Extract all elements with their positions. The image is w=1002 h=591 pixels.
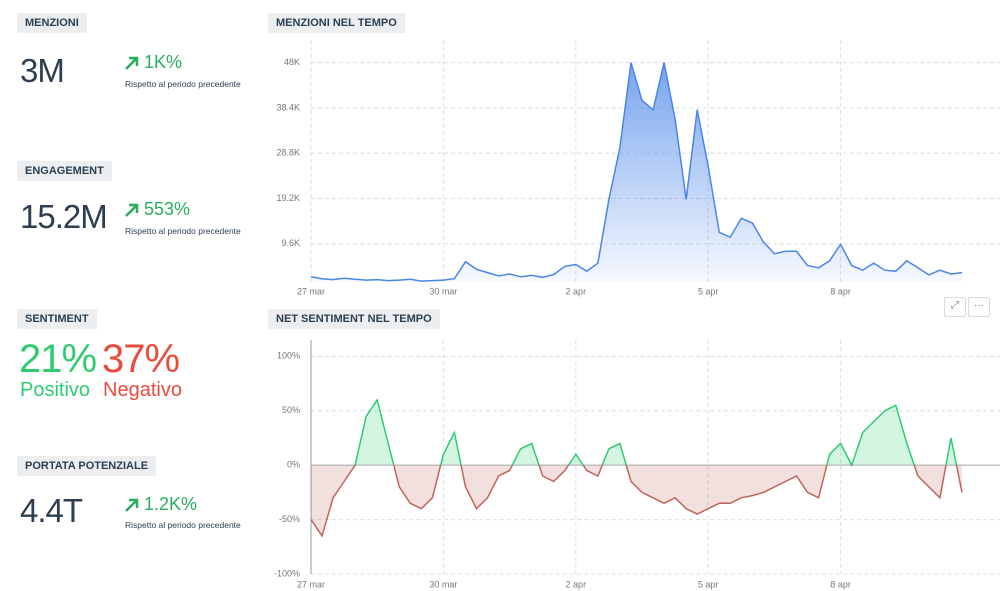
- x-tick-label: 27 mar: [297, 579, 325, 589]
- section-label: SENTIMENT: [17, 309, 97, 329]
- metric-value: 3M: [20, 52, 65, 89]
- x-tick-label: 5 apr: [698, 579, 719, 589]
- y-tick-label: 28.8K: [276, 148, 300, 158]
- metric-change: 1.2K%: [124, 494, 197, 515]
- y-tick-label: 0%: [287, 460, 300, 470]
- change-text: 1.2K%: [144, 494, 198, 514]
- x-tick-label: 27 mar: [297, 286, 325, 296]
- section-label: MENZIONI: [17, 13, 87, 33]
- metric-note: Rispetto al periodo precedente: [125, 226, 241, 236]
- y-tick-label: 19.2K: [276, 193, 300, 203]
- change-text: 1K%: [144, 52, 183, 72]
- y-tick-label: 100%: [277, 351, 300, 361]
- x-tick-label: 2 apr: [566, 579, 587, 589]
- line-above: [354, 398, 958, 466]
- section-label: ENGAGEMENT: [17, 161, 112, 181]
- y-tick-label: 50%: [282, 405, 300, 415]
- chart-title: NET SENTIMENT NEL TEMPO: [268, 309, 440, 329]
- x-tick-label: 5 apr: [698, 286, 719, 296]
- metric-value: 4.4T: [20, 492, 83, 529]
- up-arrow: [125, 56, 139, 70]
- section-label: PORTATA POTENZIALE: [17, 456, 157, 476]
- y-tick-label: -50%: [279, 514, 300, 524]
- x-tick-label: 30 mar: [429, 286, 457, 296]
- y-tick-label: 48K: [284, 57, 300, 67]
- x-tick-label: 8 apr: [830, 579, 851, 589]
- y-tick-label: -100%: [274, 568, 300, 578]
- chart-title: MENZIONI NEL TEMPO: [268, 13, 405, 33]
- expand-button[interactable]: ⤢: [944, 297, 966, 317]
- negative-label: Negativo: [103, 379, 182, 401]
- metric-value: 15.2M: [20, 198, 108, 235]
- metric-change: 553%: [124, 199, 190, 220]
- metric-note: Rispetto al periodo precedente: [125, 520, 241, 530]
- metric-change: 1K%: [124, 52, 182, 73]
- area-line: [310, 62, 963, 282]
- line-below: [311, 465, 963, 538]
- positive-value: 21%: [19, 337, 97, 381]
- y-tick-label: 38.4K: [276, 102, 300, 112]
- x-tick-label: 8 apr: [830, 286, 851, 296]
- y-tick-label: 9.6K: [281, 238, 300, 248]
- area-fill: [311, 62, 962, 282]
- positive-label: Positivo: [20, 379, 91, 401]
- area-above: [355, 399, 957, 466]
- area-below: [311, 465, 962, 536]
- up-arrow: [125, 498, 139, 512]
- more-button[interactable]: ···: [968, 297, 990, 317]
- x-tick-label: 2 apr: [566, 286, 587, 296]
- x-tick-label: 30 mar: [429, 579, 457, 589]
- negative-value: 37%: [102, 337, 180, 381]
- change-text: 553%: [144, 199, 191, 219]
- metric-note: Rispetto al periodo precedente: [125, 79, 241, 89]
- up-arrow: [125, 203, 139, 217]
